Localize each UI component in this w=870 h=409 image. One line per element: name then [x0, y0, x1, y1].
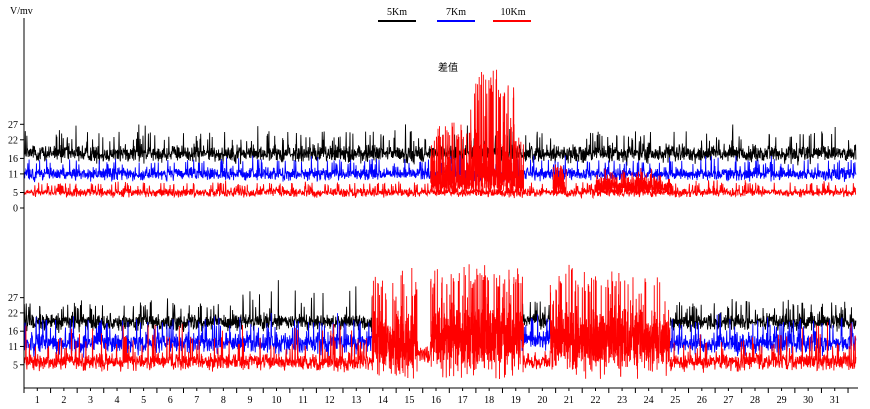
x-tick-label-7: 7 [194, 395, 199, 406]
y-axis-label: V/mv [10, 6, 33, 17]
y-tick-label-upper-0: 0 [13, 204, 18, 215]
x-tick-label-15: 15 [404, 395, 414, 406]
series-10km-upper-burst-2 [496, 85, 517, 193]
series-10km-upper-burst-0 [430, 122, 471, 193]
series-10km-lower-segment-5 [549, 264, 671, 379]
series-10km-upper-burst-3 [515, 137, 525, 192]
x-tick-label-10: 10 [272, 395, 282, 406]
x-tick-label-5: 5 [141, 395, 146, 406]
x-tick-label-29: 29 [777, 395, 787, 406]
series-10km-lower-segment-4 [523, 350, 551, 370]
series-7km-lower-segment-1 [520, 314, 551, 351]
legend-label-10km: 10Km [501, 7, 526, 18]
series-10km-upper-burst-5 [595, 168, 671, 194]
series-5km-lower-segment-2 [520, 301, 551, 330]
x-tick-label-20: 20 [537, 395, 547, 406]
x-tick-label-31: 31 [830, 395, 840, 406]
x-tick-label-11: 11 [298, 395, 308, 406]
y-tick-label-upper-22: 22 [8, 135, 18, 146]
x-tick-label-4: 4 [115, 395, 120, 406]
series-5km-lower-segment-3 [669, 299, 857, 333]
series-10km-lower-segment-2 [416, 341, 431, 363]
x-tick-label-6: 6 [168, 395, 173, 406]
series-10km-upper-burst-1 [470, 69, 498, 193]
legend: 5Km 7Km 10Km [378, 7, 531, 22]
y-tick-label-upper-27: 27 [8, 120, 18, 131]
x-tick-label-8: 8 [221, 395, 226, 406]
x-tick-label-24: 24 [644, 395, 654, 406]
x-tick-label-22: 22 [591, 395, 601, 406]
y-tick-label-upper-5: 5 [13, 188, 18, 199]
x-tick-label-3: 3 [88, 395, 93, 406]
x-tick-label-25: 25 [670, 395, 680, 406]
series-10km-lower-segment-0 [23, 323, 373, 373]
y-tick-label-lower-22: 22 [8, 308, 18, 319]
x-tick-label-30: 30 [803, 395, 813, 406]
x-tick-label-9: 9 [247, 395, 252, 406]
y-tick-label-lower-5: 5 [13, 360, 18, 371]
y-tick-label-upper-16: 16 [8, 154, 18, 165]
x-tick-label-21: 21 [564, 395, 574, 406]
x-tick-label-2: 2 [61, 395, 66, 406]
x-tick-label-26: 26 [697, 395, 707, 406]
legend-label-5km: 5Km [387, 7, 407, 18]
x-tick-label-18: 18 [484, 395, 494, 406]
y-tick-label-lower-11: 11 [8, 342, 18, 353]
x-tick-label-16: 16 [431, 395, 441, 406]
x-tick-label-28: 28 [750, 395, 760, 406]
series-7km-lower-segment-2 [669, 312, 857, 357]
y-tick-label-lower-27: 27 [8, 293, 18, 304]
x-tick-label-14: 14 [378, 395, 388, 406]
legend-label-7km: 7Km [446, 7, 466, 18]
x-tick-label-19: 19 [511, 395, 521, 406]
series-7km-lower-segment-0 [23, 312, 373, 358]
x-tick-label-1: 1 [35, 395, 40, 406]
series-10km-lower-segment-6 [669, 322, 857, 373]
series-10km-upper-burst-4 [552, 164, 567, 194]
series-10km-lower-segment-3 [430, 264, 525, 380]
series-5km-lower-segment-1 [241, 280, 373, 332]
y-tick-label-upper-11: 11 [8, 169, 18, 180]
x-tick-label-13: 13 [351, 395, 361, 406]
series-10km-lower-segment-1 [371, 268, 418, 379]
x-tick-label-17: 17 [458, 395, 468, 406]
x-tick-label-23: 23 [617, 395, 627, 406]
x-tick-label-27: 27 [723, 395, 733, 406]
x-tick-label-12: 12 [325, 395, 335, 406]
annotation-difference: 差值 [438, 61, 458, 74]
y-tick-label-lower-16: 16 [8, 327, 18, 338]
series-layer [23, 69, 857, 380]
